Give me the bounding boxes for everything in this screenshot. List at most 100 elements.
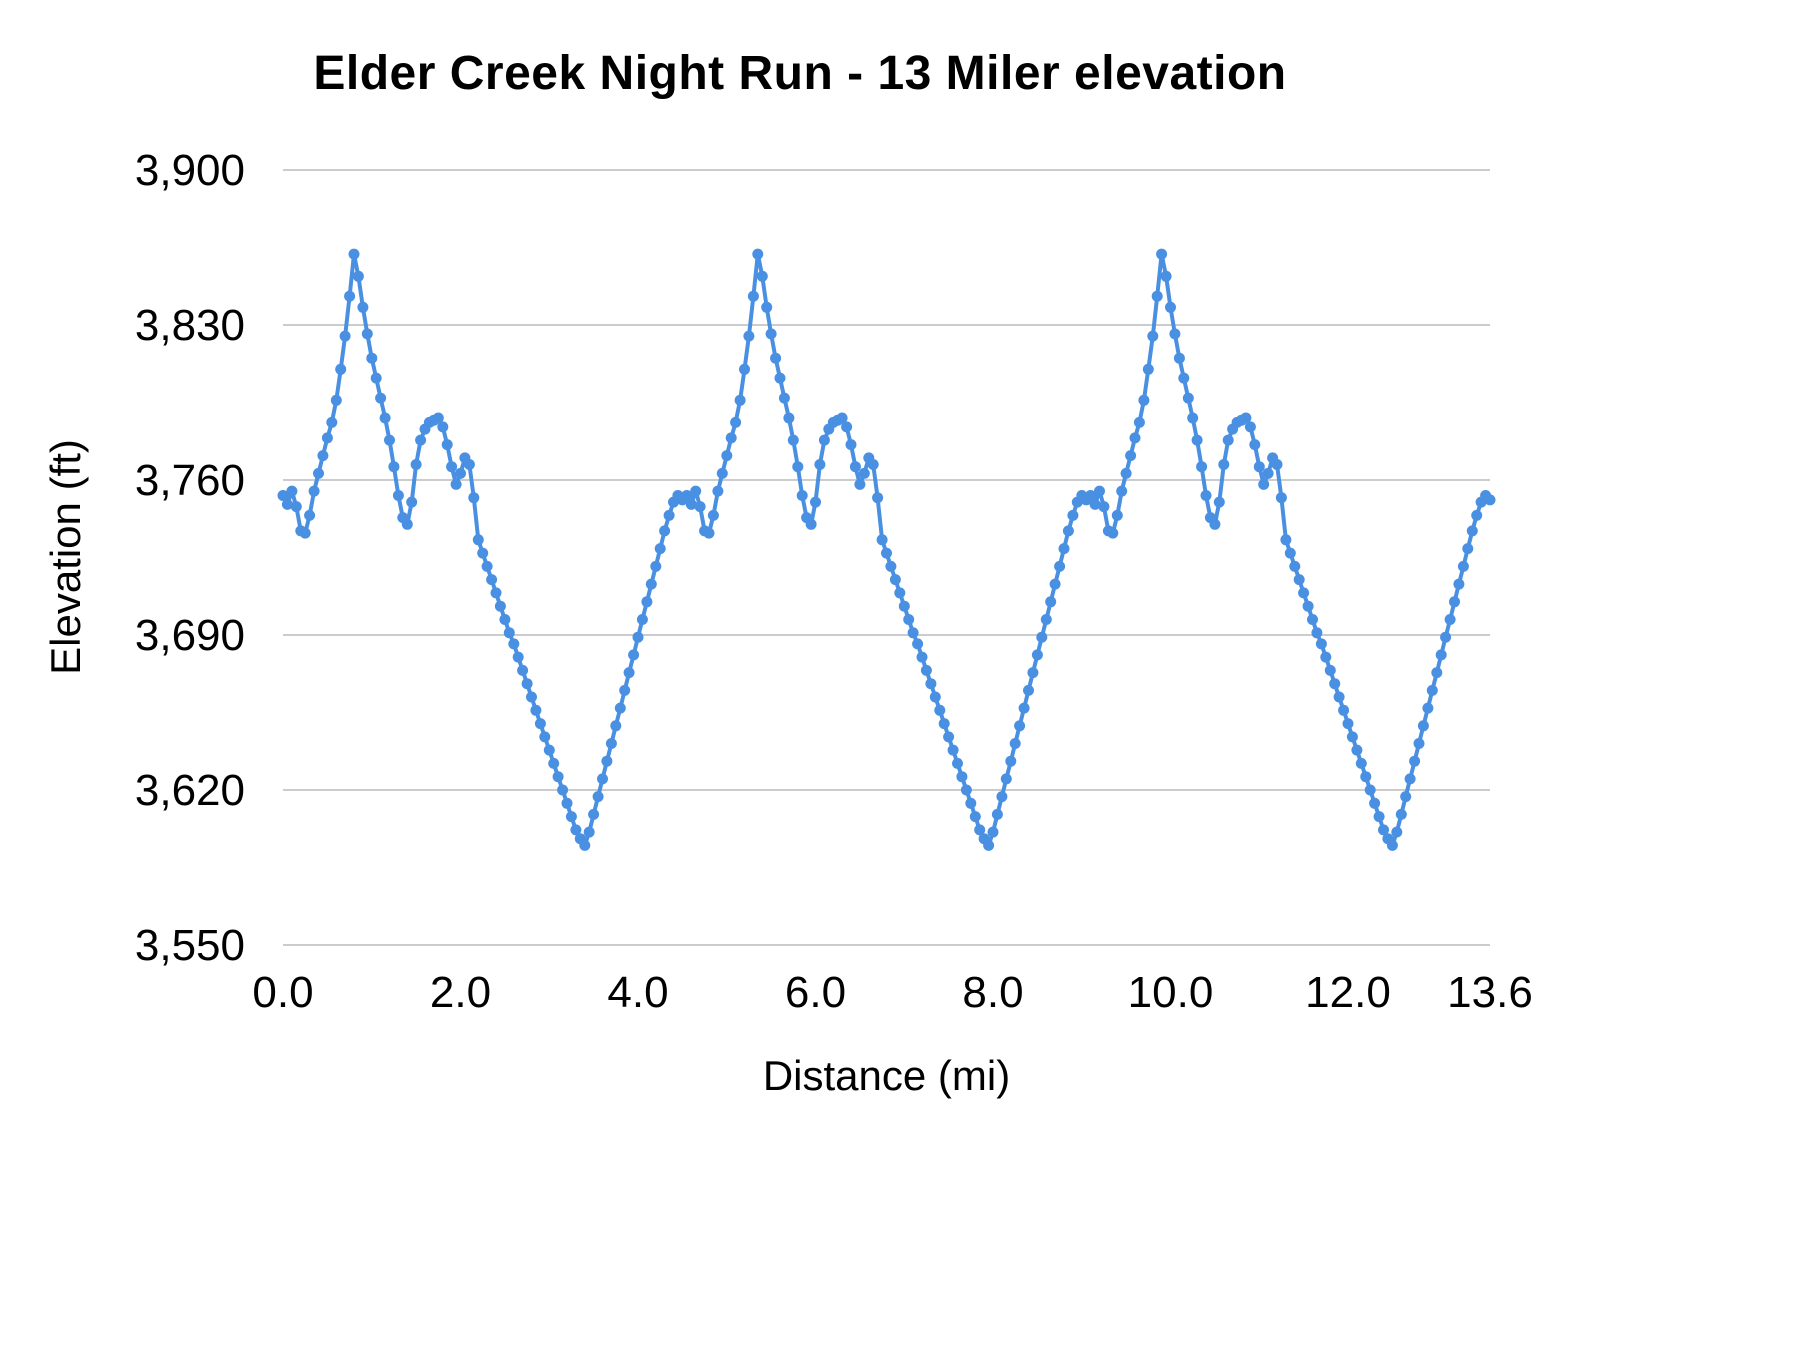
data-point-marker bbox=[1364, 784, 1376, 796]
data-point-marker bbox=[849, 461, 861, 473]
data-point-marker bbox=[1023, 684, 1034, 696]
data-point-marker bbox=[588, 808, 600, 820]
data-point-marker bbox=[1457, 560, 1469, 572]
data-point-marker bbox=[366, 352, 378, 364]
x-tick-label: 13.6 bbox=[1447, 968, 1533, 1017]
data-point-marker bbox=[299, 527, 311, 539]
data-point-marker bbox=[304, 509, 316, 521]
data-point-marker bbox=[1329, 678, 1341, 690]
data-point-marker bbox=[1089, 498, 1101, 510]
data-point-marker bbox=[401, 518, 413, 530]
data-point-marker bbox=[1062, 525, 1074, 537]
data-point-marker bbox=[1373, 811, 1385, 823]
data-point-marker bbox=[499, 614, 511, 625]
data-point-marker bbox=[1409, 755, 1421, 767]
data-point-marker bbox=[1133, 416, 1145, 428]
data-point-marker bbox=[1284, 547, 1296, 559]
data-point-marker bbox=[1426, 684, 1438, 696]
data-point-marker bbox=[818, 434, 830, 446]
data-point-marker bbox=[938, 718, 950, 730]
data-point-marker bbox=[1453, 578, 1465, 590]
data-point-marker bbox=[392, 490, 404, 501]
data-point-marker bbox=[1262, 467, 1274, 479]
x-tick-label: 0.0 bbox=[252, 968, 313, 1017]
data-point-marker bbox=[1085, 490, 1097, 501]
data-point-marker bbox=[805, 518, 817, 530]
data-point-marker bbox=[437, 421, 449, 433]
data-point-marker bbox=[1138, 394, 1150, 406]
data-point-marker bbox=[1222, 434, 1234, 446]
data-point-marker bbox=[286, 485, 298, 497]
data-point-marker bbox=[898, 600, 910, 612]
data-point-marker bbox=[783, 412, 795, 424]
data-point-marker bbox=[1391, 826, 1403, 838]
data-point-marker bbox=[1378, 824, 1389, 836]
data-point-marker bbox=[1120, 467, 1132, 479]
data-point-marker bbox=[996, 791, 1008, 803]
data-point-marker bbox=[508, 638, 520, 650]
data-point-marker bbox=[1182, 392, 1194, 404]
data-point-marker bbox=[384, 434, 395, 446]
data-point-marker bbox=[1009, 738, 1021, 749]
data-point-marker bbox=[1395, 808, 1407, 820]
y-tick-label: 3,620 bbox=[135, 766, 245, 815]
data-point-marker bbox=[1000, 773, 1012, 785]
data-point-marker bbox=[597, 773, 608, 785]
data-point-marker bbox=[472, 534, 484, 546]
data-point-marker bbox=[477, 547, 489, 559]
x-axis-title: Distance (mi) bbox=[762, 1052, 1011, 1099]
data-point-marker bbox=[730, 416, 742, 428]
data-point-marker bbox=[592, 791, 604, 803]
data-point-marker bbox=[1271, 459, 1283, 470]
data-point-marker bbox=[739, 363, 750, 375]
data-point-marker bbox=[317, 450, 329, 462]
data-point-marker bbox=[570, 824, 582, 836]
data-point-marker bbox=[1049, 578, 1061, 590]
data-point-marker bbox=[721, 450, 733, 462]
x-tick-label: 4.0 bbox=[607, 968, 668, 1017]
data-point-marker bbox=[344, 290, 356, 302]
data-point-marker bbox=[645, 578, 657, 590]
data-point-marker bbox=[659, 525, 671, 537]
data-point-marker bbox=[1346, 731, 1358, 743]
data-point-marker bbox=[974, 824, 986, 836]
data-point-marker bbox=[947, 744, 959, 756]
data-point-marker bbox=[490, 587, 502, 599]
data-point-marker bbox=[1151, 290, 1163, 302]
data-point-marker bbox=[1116, 485, 1128, 497]
data-point-marker bbox=[557, 784, 569, 796]
data-point-marker bbox=[1289, 560, 1301, 572]
data-point-marker bbox=[960, 784, 972, 796]
data-point-marker bbox=[952, 757, 963, 769]
data-point-marker bbox=[1200, 490, 1212, 501]
data-point-marker bbox=[534, 718, 546, 730]
data-point-marker bbox=[1324, 664, 1336, 676]
data-point-marker bbox=[521, 678, 533, 690]
data-point-marker bbox=[1298, 587, 1310, 599]
data-point-marker bbox=[619, 684, 631, 696]
data-point-marker bbox=[752, 248, 764, 260]
data-point-marker bbox=[1293, 574, 1305, 586]
data-point-marker bbox=[375, 392, 387, 404]
x-tick-label: 8.0 bbox=[962, 968, 1023, 1017]
data-point-marker bbox=[1111, 509, 1123, 521]
data-point-marker bbox=[348, 248, 360, 260]
data-point-marker bbox=[632, 631, 644, 643]
data-point-marker bbox=[1213, 496, 1225, 508]
y-tick-label: 3,830 bbox=[135, 301, 245, 350]
x-tick-label: 2.0 bbox=[430, 968, 491, 1017]
data-point-marker bbox=[916, 651, 928, 663]
data-point-marker bbox=[561, 797, 573, 809]
data-point-marker bbox=[1031, 649, 1043, 661]
data-point-marker bbox=[308, 485, 320, 497]
data-point-marker bbox=[965, 797, 977, 809]
data-point-marker bbox=[388, 461, 400, 473]
data-point-marker bbox=[1018, 702, 1030, 714]
data-point-marker bbox=[1107, 527, 1119, 539]
data-point-marker bbox=[1435, 649, 1447, 661]
data-point-marker bbox=[1400, 791, 1412, 803]
data-point-marker bbox=[370, 372, 382, 384]
data-point-marker bbox=[281, 498, 293, 510]
data-point-marker bbox=[903, 614, 915, 625]
